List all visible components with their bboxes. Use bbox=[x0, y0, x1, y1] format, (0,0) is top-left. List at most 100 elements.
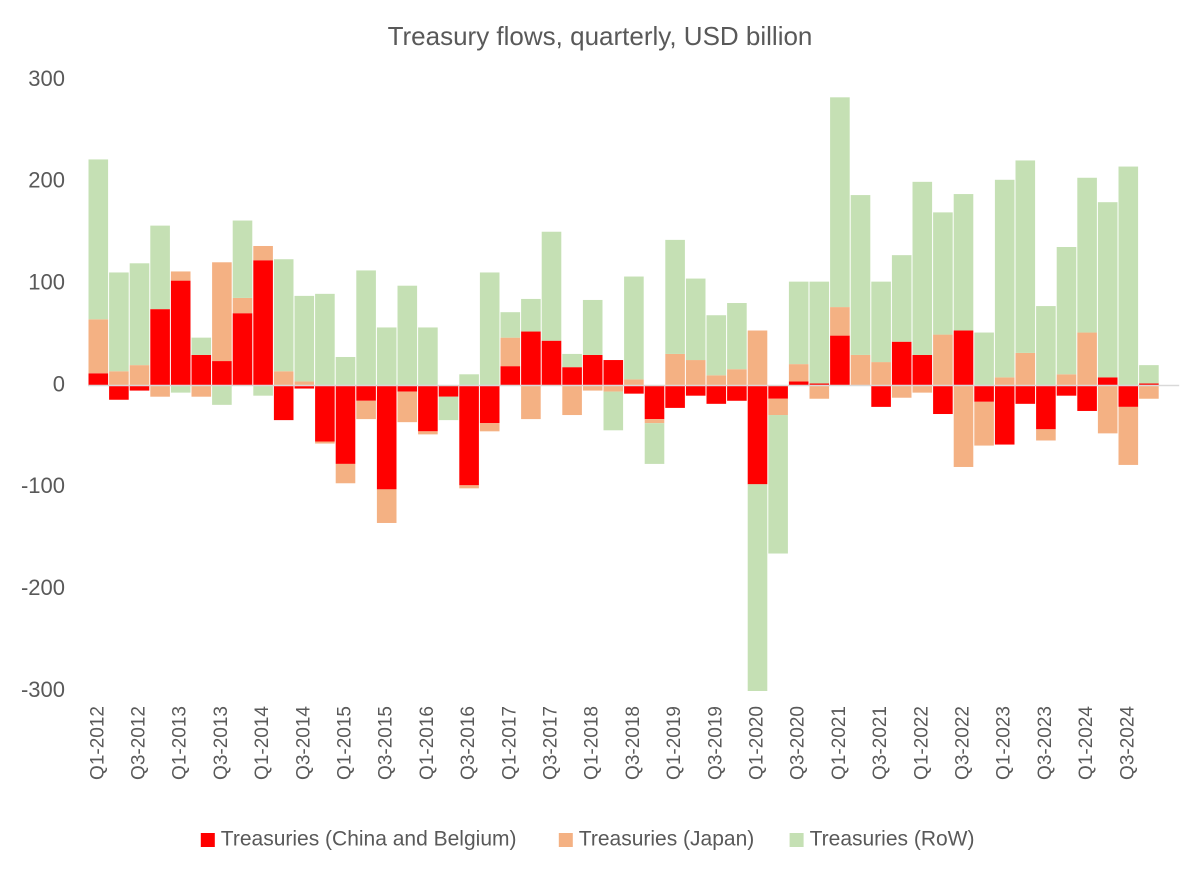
bar bbox=[315, 441, 335, 444]
bar bbox=[541, 231, 562, 341]
bar bbox=[1118, 385, 1139, 407]
y-tick-label: -300 bbox=[21, 677, 65, 702]
x-tick-label: Q3-2016 bbox=[458, 706, 479, 780]
bar bbox=[624, 379, 644, 386]
bar bbox=[1015, 385, 1036, 404]
bar bbox=[521, 331, 541, 386]
x-tick-label: Q1-2013 bbox=[170, 706, 191, 780]
bar bbox=[665, 385, 685, 408]
bar bbox=[109, 371, 129, 386]
bar bbox=[1139, 385, 1159, 399]
bar bbox=[212, 262, 232, 362]
bar bbox=[1015, 160, 1036, 353]
bar bbox=[582, 354, 603, 386]
bar bbox=[212, 361, 232, 386]
bar bbox=[644, 385, 665, 420]
y-tick-label: 0 bbox=[53, 371, 65, 396]
bar bbox=[912, 181, 933, 355]
y-tick-label: 100 bbox=[28, 269, 65, 294]
bar bbox=[129, 385, 150, 391]
bar bbox=[191, 354, 212, 386]
bar bbox=[376, 489, 397, 523]
bar bbox=[1015, 352, 1036, 386]
x-tick-label: Q3-2022 bbox=[953, 706, 974, 780]
bar bbox=[603, 385, 624, 392]
legend-label: Treasuries (Japan) bbox=[579, 828, 754, 851]
bar bbox=[150, 385, 170, 397]
bar bbox=[1056, 247, 1077, 375]
chart-title: Treasury flows, quarterly, USD billion bbox=[388, 21, 813, 51]
y-tick-label: 300 bbox=[28, 66, 65, 91]
bar bbox=[727, 385, 747, 401]
y-tick-label: -100 bbox=[21, 473, 65, 498]
bar bbox=[438, 396, 459, 421]
x-tick-label: Q1-2022 bbox=[911, 706, 932, 780]
bar bbox=[830, 97, 850, 308]
bar bbox=[768, 385, 788, 399]
x-tick-label: Q1-2012 bbox=[87, 706, 108, 780]
legend-label: Treasuries (RoW) bbox=[810, 828, 975, 851]
bar bbox=[109, 272, 129, 372]
bar bbox=[1077, 385, 1097, 411]
x-tick-label: Q1-2017 bbox=[499, 706, 520, 780]
x-tick-label: Q3-2018 bbox=[623, 706, 644, 780]
x-tick-label: Q1-2014 bbox=[252, 706, 273, 780]
bar bbox=[788, 364, 809, 382]
bar bbox=[1097, 377, 1118, 386]
bar bbox=[562, 367, 582, 386]
bar bbox=[624, 276, 644, 380]
bar bbox=[974, 401, 994, 446]
bar bbox=[253, 385, 273, 396]
bar bbox=[850, 195, 871, 355]
bar bbox=[356, 270, 376, 386]
bar bbox=[644, 419, 665, 424]
bar bbox=[850, 354, 871, 386]
x-tick-label: Q3-2020 bbox=[788, 706, 809, 780]
bar bbox=[871, 385, 891, 407]
bar bbox=[582, 299, 603, 355]
bar bbox=[933, 385, 953, 415]
bar bbox=[665, 353, 685, 386]
x-tick-label: Q3-2021 bbox=[870, 706, 891, 780]
bar bbox=[994, 179, 1015, 378]
bar bbox=[1036, 429, 1056, 441]
bar bbox=[315, 293, 335, 386]
bar bbox=[335, 356, 356, 386]
bar bbox=[315, 385, 335, 442]
bar bbox=[294, 295, 315, 382]
bar bbox=[685, 385, 706, 396]
bar bbox=[1077, 332, 1097, 386]
bar bbox=[747, 484, 768, 691]
bar bbox=[294, 381, 315, 386]
bar bbox=[871, 281, 891, 363]
y-tick-label: 200 bbox=[28, 168, 65, 193]
bar bbox=[685, 360, 706, 386]
bar bbox=[479, 272, 500, 386]
bar bbox=[459, 485, 479, 489]
bar bbox=[953, 330, 974, 386]
x-tick-label: Q3-2013 bbox=[211, 706, 232, 780]
legend-swatch bbox=[789, 833, 804, 847]
bar bbox=[809, 281, 830, 384]
bar bbox=[376, 327, 397, 386]
x-tick-label: Q1-2018 bbox=[582, 706, 603, 780]
bar bbox=[397, 391, 418, 423]
legend-swatch bbox=[558, 833, 573, 847]
x-tick-label: Q1-2016 bbox=[417, 706, 438, 780]
bar bbox=[294, 385, 315, 389]
bar bbox=[376, 385, 397, 490]
bar bbox=[191, 385, 212, 397]
bar bbox=[397, 285, 418, 386]
bar bbox=[727, 369, 747, 386]
bar bbox=[562, 385, 582, 416]
bar bbox=[933, 334, 953, 386]
bar bbox=[685, 278, 706, 361]
bar bbox=[582, 385, 603, 391]
bar bbox=[253, 245, 273, 261]
bar bbox=[974, 385, 994, 402]
bar bbox=[335, 385, 356, 464]
bar bbox=[541, 340, 562, 386]
bar bbox=[397, 385, 418, 392]
x-tick-label: Q3-2014 bbox=[293, 706, 314, 780]
